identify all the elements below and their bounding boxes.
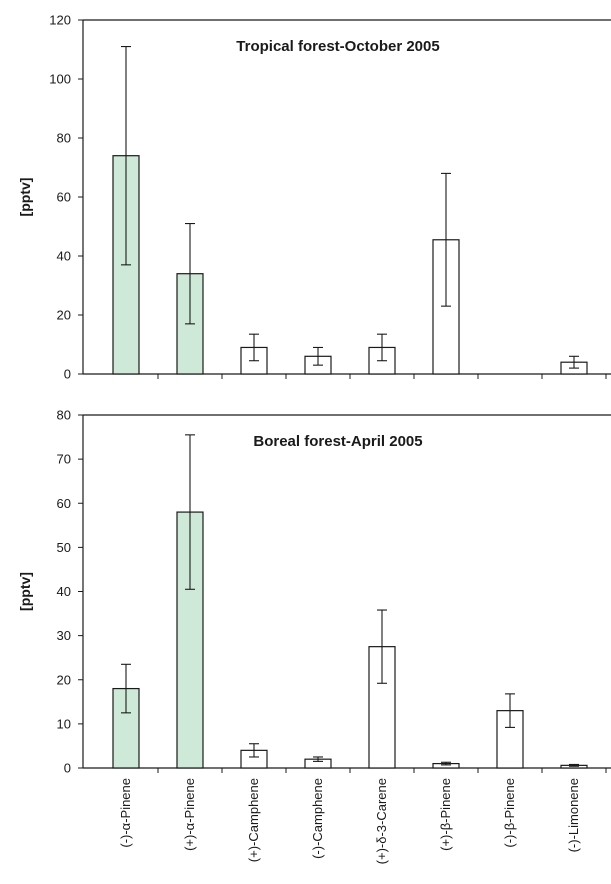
category-labels: (-)-α-Pinene (+)-α-Pinene (+)-Camphene (-)-… (118, 778, 581, 864)
tropical-y-tick-label: 20 (57, 308, 71, 323)
boreal-y-tick-label: 10 (57, 716, 71, 731)
tropical-y-tick-label: 100 (49, 72, 71, 87)
category-label: (-)-Camphene (310, 778, 325, 859)
boreal-y-tick-label: 40 (57, 584, 71, 599)
category-label: (+)-δ-3-Carene (374, 778, 389, 864)
boreal-y-tick-label: 0 (64, 761, 71, 776)
tropical-y-tick-label: 40 (57, 249, 71, 264)
tropical-chart-title: Tropical forest-October 2005 (236, 38, 439, 55)
boreal-y-tick-label: 60 (57, 496, 71, 511)
boreal-bar (176, 511, 204, 769)
boreal-y-tick-label: 80 (57, 408, 71, 423)
tropical-panel: 0 20 40 60 80 100 120 [pptv] Tropical forest-Oct… (17, 13, 611, 382)
category-label: (-)-β-Pinene (502, 778, 517, 848)
boreal-y-tick-label: 20 (57, 672, 71, 687)
boreal-y-tick-label: 50 (57, 540, 71, 555)
boreal-chart-title: Boreal forest-April 2005 (253, 433, 422, 450)
category-label: (+)-β-Pinene (438, 778, 453, 851)
tropical-y-tick-label: 60 (57, 190, 71, 205)
tropical-y-tick-label: 80 (57, 131, 71, 146)
boreal-y-tick-label: 70 (57, 452, 71, 467)
tropical-y-tick-label: 0 (64, 367, 71, 382)
tropical-y-axis-label: [pptv] (17, 178, 33, 217)
category-label: (+)-Camphene (246, 778, 261, 862)
category-label: (+)-α-Pinene (182, 778, 197, 851)
category-label: (-)-Limonene (566, 778, 581, 852)
tropical-y-tick-label: 120 (49, 13, 71, 28)
boreal-y-axis-label: [pptv] (17, 572, 33, 611)
category-label: (-)-α-Pinene (118, 778, 133, 848)
boreal-y-tick-label: 30 (57, 628, 71, 643)
boreal-panel: 0 10 20 30 40 50 60 70 80 [pptv] Boreal forest-Apr… (17, 408, 611, 776)
